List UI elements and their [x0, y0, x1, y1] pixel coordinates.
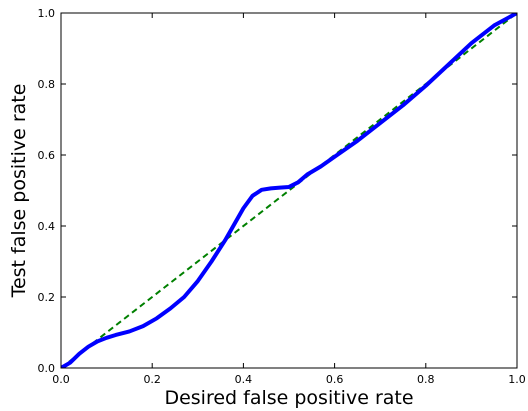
y-tick-label: 0.2 — [38, 291, 56, 304]
y-tick-label: 1.0 — [38, 7, 56, 20]
x-tick-label: 0.0 — [52, 373, 70, 386]
plot-frame — [60, 12, 518, 369]
plot-area — [61, 13, 517, 368]
x-axis-label: Desired false positive rate — [164, 387, 413, 409]
x-tick-label: 0.4 — [235, 373, 253, 386]
y-tick-label: 0.6 — [38, 149, 56, 162]
x-tick-label: 1.0 — [508, 373, 526, 386]
series-line-test — [61, 13, 517, 368]
y-tick-label: 0.8 — [38, 78, 56, 91]
x-tick-label: 0.2 — [143, 373, 161, 386]
x-tick-label: 0.8 — [417, 373, 435, 386]
axis-ticks: 0.0 0.2 0.4 0.6 0.8 1.0 0.0 0.2 0.4 0.6 0.8 1.0 — [38, 7, 526, 386]
x-tick-label: 0.6 — [326, 373, 344, 386]
y-tick-label: 0.4 — [38, 220, 56, 233]
y-axis-label: Test false positive rate — [8, 84, 30, 299]
y-tick-label: 0.0 — [38, 362, 56, 375]
